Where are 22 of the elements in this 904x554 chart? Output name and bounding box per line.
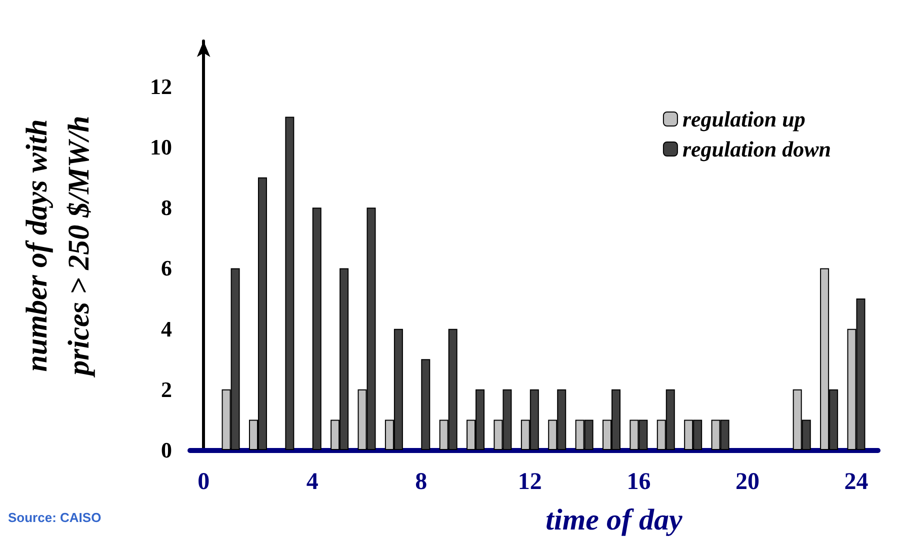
x-tick-label: 4 — [306, 469, 318, 495]
y-tick-label: 4 — [161, 316, 172, 342]
y-tick-label: 12 — [150, 74, 172, 99]
y-axis-title: number of days with prices > 250 $/MW/h — [20, 116, 96, 378]
legend-label: regulation up — [682, 106, 806, 132]
bar — [285, 116, 294, 450]
x-tick-label: 20 — [735, 469, 760, 495]
x-tick-label: 8 — [415, 469, 428, 495]
y-tick-label: 6 — [161, 256, 172, 281]
y-tick-label: 10 — [150, 134, 172, 160]
x-tick-label: 0 — [198, 469, 210, 495]
x-tick-label: 16 — [626, 469, 651, 495]
bar — [312, 208, 322, 450]
y-tick-label: 2 — [161, 376, 172, 402]
y-tick-label: 8 — [161, 195, 172, 220]
x-tick-label: 12 — [518, 469, 542, 495]
legend-label: regulation down — [682, 136, 832, 162]
x-tick-label: 24 — [844, 469, 868, 495]
source-note: Source: CAISO — [8, 510, 102, 525]
x-axis-title: time of day — [546, 504, 683, 536]
bar — [421, 359, 430, 450]
y-tick-label: 0 — [161, 438, 172, 462]
